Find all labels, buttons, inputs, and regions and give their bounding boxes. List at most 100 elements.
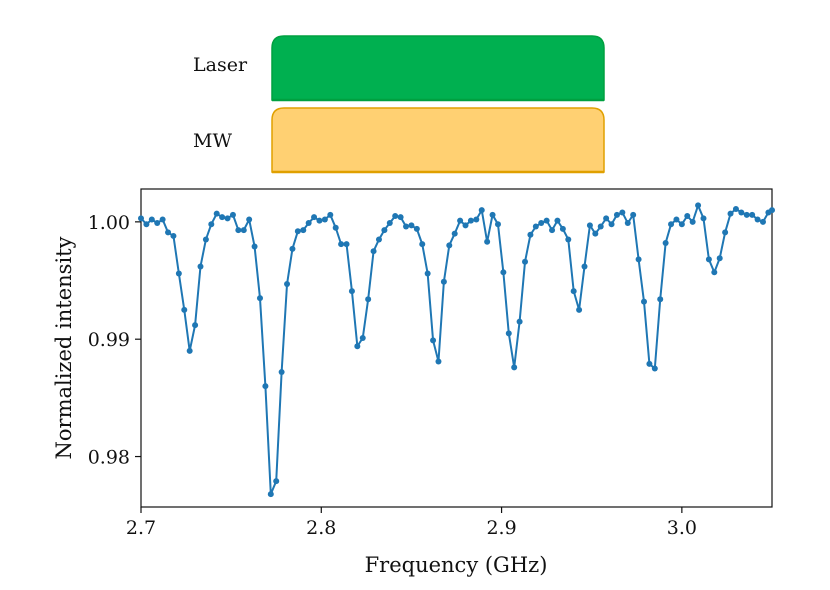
data-point xyxy=(424,270,431,277)
data-point xyxy=(419,241,426,248)
data-point xyxy=(138,215,144,222)
mw-label: MW xyxy=(193,130,232,152)
data-point xyxy=(213,210,220,217)
y-tick-label: 0.99 xyxy=(88,329,130,351)
series-line xyxy=(140,202,773,495)
data-point xyxy=(494,221,501,228)
data-point xyxy=(689,218,696,225)
laser-pulse-block xyxy=(271,35,605,101)
data-point xyxy=(267,491,274,498)
data-point xyxy=(192,322,199,329)
data-point xyxy=(489,211,496,218)
data-point xyxy=(229,211,236,218)
data-point xyxy=(284,281,291,288)
data-point xyxy=(478,207,485,214)
data-point xyxy=(500,269,507,276)
data-point xyxy=(684,212,691,219)
data-point xyxy=(300,227,307,234)
data-point xyxy=(246,216,253,223)
data-point xyxy=(208,221,215,228)
data-point xyxy=(467,217,474,224)
data-point xyxy=(181,306,188,313)
data-point xyxy=(165,229,172,236)
data-point xyxy=(473,216,480,223)
data-point xyxy=(343,241,350,248)
data-point xyxy=(332,224,339,231)
data-point xyxy=(559,225,566,232)
data-point xyxy=(581,263,588,270)
data-point xyxy=(403,223,410,230)
data-point xyxy=(769,207,775,214)
data-point xyxy=(603,215,610,222)
plot-frame xyxy=(140,188,773,508)
y-axis: 0.98 0.99 1.00 xyxy=(88,212,141,469)
data-point xyxy=(154,220,161,227)
data-point xyxy=(646,360,653,367)
data-point xyxy=(197,263,204,270)
data-point xyxy=(700,215,707,222)
data-point xyxy=(381,227,388,234)
data-point xyxy=(370,248,377,255)
data-point xyxy=(430,337,437,344)
data-point xyxy=(386,220,393,227)
data-point xyxy=(576,306,583,313)
data-point xyxy=(294,228,301,235)
data-point xyxy=(235,227,242,234)
data-point xyxy=(549,227,556,234)
data-point xyxy=(711,269,718,276)
data-point xyxy=(392,212,399,219)
data-point xyxy=(532,223,539,230)
data-point xyxy=(143,221,150,228)
data-point xyxy=(635,256,642,263)
data-point xyxy=(668,221,675,228)
data-point xyxy=(743,211,750,218)
data-point xyxy=(175,270,182,277)
data-point xyxy=(759,218,766,225)
data-point xyxy=(305,220,312,227)
data-point xyxy=(413,225,420,232)
data-point xyxy=(722,229,729,236)
data-point xyxy=(554,217,561,224)
data-point xyxy=(338,241,345,248)
data-point xyxy=(538,220,545,227)
data-point xyxy=(516,318,523,325)
data-point xyxy=(505,330,512,337)
data-point xyxy=(148,216,155,223)
data-point xyxy=(219,214,226,221)
data-point xyxy=(224,215,231,222)
data-point xyxy=(727,210,734,217)
data-point xyxy=(278,369,285,376)
data-point xyxy=(586,222,593,229)
data-point xyxy=(321,216,328,223)
x-tick-label: 2.9 xyxy=(486,517,516,539)
data-point xyxy=(641,298,647,305)
x-axis: 2.7 2.8 2.9 3.0 xyxy=(126,507,697,539)
data-point xyxy=(316,217,323,224)
data-point xyxy=(186,347,193,354)
data-point xyxy=(705,256,712,263)
data-point xyxy=(695,202,702,209)
data-point xyxy=(375,236,382,243)
data-point xyxy=(630,211,637,218)
data-point xyxy=(484,238,491,245)
x-axis-label: Frequency (GHz) xyxy=(365,553,548,577)
x-tick-label: 2.7 xyxy=(126,517,156,539)
data-point xyxy=(527,231,534,238)
data-point xyxy=(570,288,577,295)
data-point xyxy=(397,214,404,221)
y-tick-label: 0.98 xyxy=(88,447,130,469)
data-point xyxy=(678,221,685,228)
series-points xyxy=(138,202,775,498)
data-point xyxy=(354,343,361,350)
data-point xyxy=(435,358,442,365)
data-point xyxy=(262,383,269,390)
data-point xyxy=(624,220,631,227)
mw-pulse-block xyxy=(271,107,605,173)
data-point xyxy=(608,221,615,228)
data-point xyxy=(457,217,464,224)
data-point xyxy=(619,209,626,216)
data-point xyxy=(716,255,723,262)
data-point xyxy=(511,364,518,371)
data-point xyxy=(662,239,669,246)
